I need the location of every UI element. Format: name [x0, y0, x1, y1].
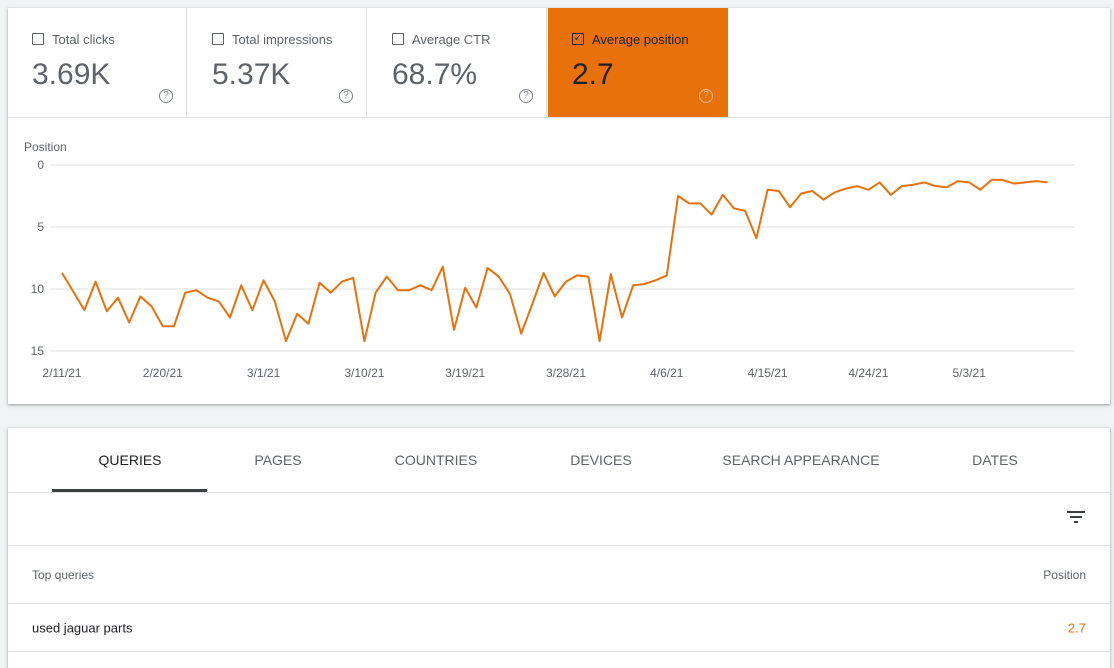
metric-average-position[interactable]: ✓ Average position 2.7 ?	[548, 8, 728, 118]
metric-label: Total clicks	[52, 32, 115, 47]
performance-card: Total clicks 3.69K ? Total impressions 5…	[8, 8, 1110, 404]
metric-label: Average CTR	[412, 32, 491, 47]
checkbox[interactable]	[212, 33, 224, 45]
metric-value: 5.37K	[212, 58, 290, 92]
help-icon[interactable]: ?	[699, 89, 713, 103]
x-tick-label: 3/19/21	[445, 366, 485, 380]
column-header-top-queries[interactable]: Top queries	[32, 568, 94, 582]
position-series-line	[62, 180, 1048, 341]
metric-average-ctr[interactable]: Average CTR 68.7% ?	[368, 8, 547, 118]
tab-devices[interactable]: Devices	[570, 452, 631, 468]
tab-dates[interactable]: Dates	[972, 452, 1018, 468]
y-tick-label: 15	[31, 344, 45, 358]
x-tick-label: 2/11/21	[42, 366, 81, 380]
tab-pages[interactable]: Pages	[254, 452, 301, 468]
metric-label: Average position	[592, 32, 689, 47]
y-tick-label: 5	[37, 220, 44, 234]
metric-value: 3.69K	[32, 58, 110, 92]
x-tick-label: 4/24/21	[848, 366, 888, 380]
tab-countries[interactable]: Countries	[395, 452, 477, 468]
metric-total-impressions[interactable]: Total impressions 5.37K ?	[188, 8, 367, 118]
x-tick-label: 3/10/21	[344, 366, 384, 380]
checkbox[interactable]	[392, 33, 404, 45]
table-row[interactable]: used jaguar parts 2.7	[8, 604, 1110, 652]
position-line-chart: Position 0 5 10 15 2/11/21 2/20/21 3/1/21 3/10…	[8, 118, 1110, 404]
tab-search-appearance[interactable]: Search appearance	[722, 452, 879, 468]
y-axis-title: Position	[24, 140, 67, 154]
table-header: Top queries Position	[8, 546, 1110, 604]
tab-queries[interactable]: Queries	[98, 452, 161, 468]
x-tick-label: 5/3/21	[953, 366, 987, 380]
help-icon[interactable]: ?	[519, 89, 533, 103]
column-header-position[interactable]: Position	[1043, 568, 1086, 582]
metric-value: 2.7	[572, 58, 614, 92]
filter-bar	[8, 493, 1110, 546]
x-tick-label: 3/28/21	[546, 366, 586, 380]
x-tick-label: 4/15/21	[748, 366, 788, 380]
x-tick-label: 2/20/21	[143, 366, 183, 380]
metric-total-clicks[interactable]: Total clicks 3.69K ?	[8, 8, 187, 118]
query-cell: used jaguar parts	[32, 620, 132, 635]
tab-bar: Queries Pages Countries Devices Search a…	[8, 428, 1110, 493]
help-icon[interactable]: ?	[159, 89, 173, 103]
filter-icon[interactable]	[1066, 507, 1086, 527]
checkbox[interactable]	[32, 33, 44, 45]
x-tick-label: 3/1/21	[247, 366, 281, 380]
dimension-card: Queries Pages Countries Devices Search a…	[8, 428, 1110, 668]
metric-value: 68.7%	[392, 58, 477, 92]
checkbox-checked[interactable]: ✓	[572, 33, 584, 45]
x-tick-label: 4/6/21	[650, 366, 684, 380]
y-tick-label: 10	[31, 282, 45, 296]
metric-label: Total impressions	[232, 32, 332, 47]
active-tab-indicator	[52, 489, 207, 492]
position-cell: 2.7	[1068, 620, 1086, 635]
help-icon[interactable]: ?	[339, 89, 353, 103]
y-tick-label: 0	[37, 158, 44, 172]
